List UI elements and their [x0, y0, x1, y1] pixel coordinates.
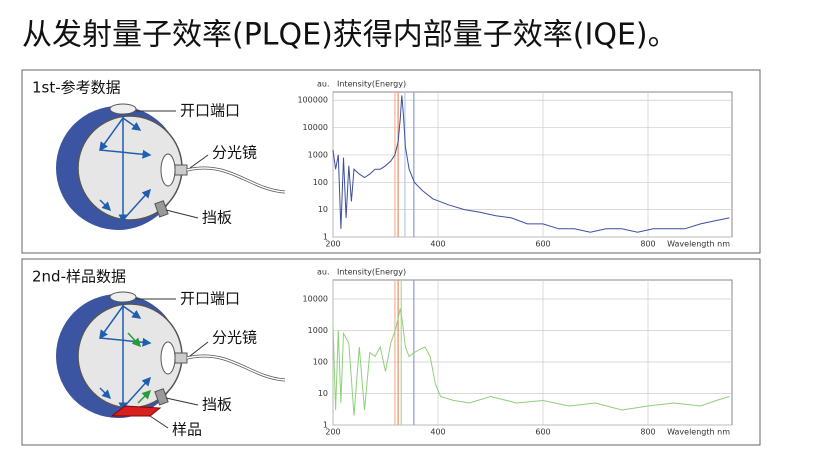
y-tick-label: 1: [323, 233, 328, 242]
callout: 开口端口: [180, 102, 240, 120]
sphere-diagram: [56, 292, 285, 418]
y-tick-label: 100: [313, 357, 328, 366]
y-tick-label: 10: [318, 389, 328, 398]
y-axis-label: au.: [317, 80, 330, 89]
y-tick-label: 100000: [297, 96, 328, 105]
callout: 挡板: [202, 396, 232, 414]
y-tick-label: 100: [313, 178, 328, 187]
leader: [165, 209, 199, 219]
plot-area: [332, 279, 733, 426]
x-axis-label: Wavelength nm: [667, 240, 730, 249]
x-axis-label: Wavelength nm: [667, 428, 730, 437]
callout: 分光镜: [212, 329, 257, 347]
x-tick-label: 800: [640, 240, 655, 249]
x-tick-label: 800: [640, 428, 655, 437]
page-title: 从发射量子效率(PLQE)获得内部量子效率(IQE)。: [22, 18, 678, 53]
leader: [165, 397, 199, 406]
leader: [149, 415, 169, 429]
callout: 分光镜: [212, 144, 257, 162]
spectrum-line: [332, 308, 730, 416]
panel-label: 2nd-样品数据: [32, 268, 126, 286]
y-tick-label: 1: [323, 421, 328, 430]
y-tick-label: 10000: [303, 294, 328, 303]
leader: [189, 341, 209, 357]
y-axis-label: au.: [317, 268, 330, 277]
y-tick-label: 10: [318, 205, 328, 214]
spectrum-line: [332, 95, 730, 233]
plot-area: [332, 91, 733, 238]
y-tick-label: 1000: [308, 150, 328, 159]
x-tick-label: 400: [430, 240, 445, 249]
x-tick-label: 600: [535, 240, 550, 249]
panel-label: 1st-参考数据: [32, 79, 121, 97]
leader: [189, 154, 209, 169]
x-tick-label: 400: [430, 428, 445, 437]
y-tick-label: 1000: [308, 326, 328, 335]
panel: [21, 69, 761, 254]
callout: 挡板: [202, 209, 232, 227]
x-tick-label: 600: [535, 428, 550, 437]
callout: 开口端口: [180, 290, 240, 308]
panel: [21, 258, 761, 446]
callout: 样品: [172, 421, 202, 439]
x-tick-label: 200: [325, 240, 340, 249]
chart-title: Intensity(Energy): [337, 268, 406, 277]
chart-title: Intensity(Energy): [337, 80, 406, 89]
y-tick-label: 10000: [303, 123, 328, 132]
x-tick-label: 200: [325, 428, 340, 437]
